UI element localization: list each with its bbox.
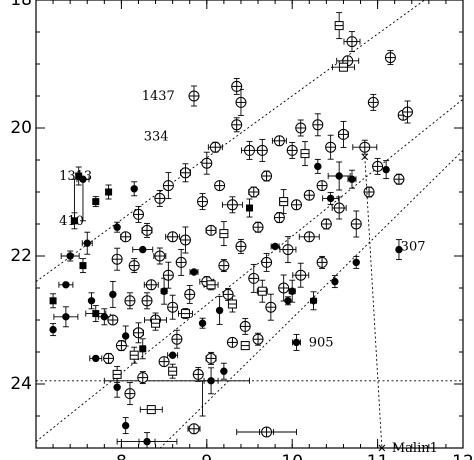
data-point-filled-circle	[62, 313, 70, 321]
error-bars	[50, 12, 411, 448]
point-label: 1313	[59, 169, 92, 184]
point-label: Malin1	[392, 441, 438, 456]
data-point-filled-square	[79, 262, 87, 270]
data-point-filled-circle	[220, 367, 228, 375]
data-point-filled-square	[92, 198, 100, 206]
data-point-filled-circle	[109, 290, 117, 299]
data-point-filled-circle	[168, 351, 177, 359]
data-point-filled-circle	[139, 245, 147, 254]
point-label: 307	[401, 239, 426, 254]
data-point-filled-circle	[190, 268, 198, 276]
point-label: 905	[309, 335, 334, 350]
data-point-filled-circle	[395, 245, 403, 254]
data-point-filled-square	[246, 204, 253, 212]
data-point-filled-circle	[288, 287, 296, 295]
data-point-filled-circle	[331, 277, 339, 286]
data-point-filled-circle	[348, 175, 356, 183]
axis-ticks: 8 9 10 11 12 18 20 22 24	[10, 0, 474, 460]
data-point-filled-circle	[284, 297, 292, 305]
reference-lines	[36, 0, 463, 448]
malin1-leader-line	[364, 156, 383, 449]
data-point-filled-circle	[143, 437, 151, 446]
point-labels: 1437 334 1313 410 307 905 Malin1	[59, 89, 438, 456]
data-points	[49, 21, 413, 452]
data-point-filled-circle	[113, 383, 121, 391]
x-tick-label: 12	[452, 452, 474, 460]
data-point-filled-square	[92, 310, 100, 318]
data-point-filled-circle	[92, 354, 100, 363]
x-tick-label: 11	[367, 452, 389, 460]
data-point-filled-circle	[121, 421, 130, 430]
x-tick-label: 8	[116, 452, 127, 460]
data-point-filled-circle	[49, 325, 57, 334]
point-label: 1437	[142, 89, 175, 104]
annotation-leaders	[364, 156, 383, 449]
diagonal-guide-line-1	[36, 0, 425, 282]
data-point-filled-circle	[113, 223, 121, 231]
data-point-filled-circle	[83, 239, 91, 247]
y-tick-label: 24	[10, 374, 32, 394]
diagonal-guide-line-3	[159, 150, 463, 448]
data-point-filled-circle	[292, 338, 301, 347]
point-label: 410	[59, 214, 84, 229]
data-point-filled-circle	[309, 297, 318, 305]
data-point-filled-square	[75, 172, 83, 180]
data-point-filled-square	[105, 188, 113, 196]
data-point-filled-circle	[100, 313, 109, 321]
data-point-filled-circle	[198, 319, 207, 327]
data-point-filled-circle	[87, 297, 96, 305]
data-point-filled-circle	[62, 281, 70, 289]
data-point-filled-circle	[382, 165, 390, 174]
data-point-filled-circle	[335, 172, 343, 180]
data-point-filled-circle	[271, 242, 279, 251]
data-point-filled-square	[49, 297, 57, 305]
data-point-filled-circle	[352, 258, 360, 267]
x-tick-label: 10	[281, 452, 303, 460]
point-label: 334	[144, 129, 169, 144]
y-tick-label: 18	[10, 0, 32, 10]
data-point-filled-circle	[215, 306, 224, 315]
data-point-filled-circle	[66, 252, 74, 260]
data-point-filled-circle	[160, 287, 168, 295]
y-tick-label: 22	[10, 246, 32, 266]
data-point-filled-circle	[130, 185, 138, 193]
diagonal-guide-line-2	[36, 98, 463, 442]
data-point-filled-circle	[121, 332, 130, 340]
data-point-filled-circle	[326, 194, 335, 203]
data-point-filled-circle	[207, 377, 215, 385]
data-point-filled-square	[139, 345, 147, 353]
y-tick-label: 20	[10, 118, 32, 138]
x-tick-label: 9	[201, 452, 212, 460]
data-point-filled-square	[70, 217, 78, 225]
data-point-filled-circle	[314, 162, 322, 171]
